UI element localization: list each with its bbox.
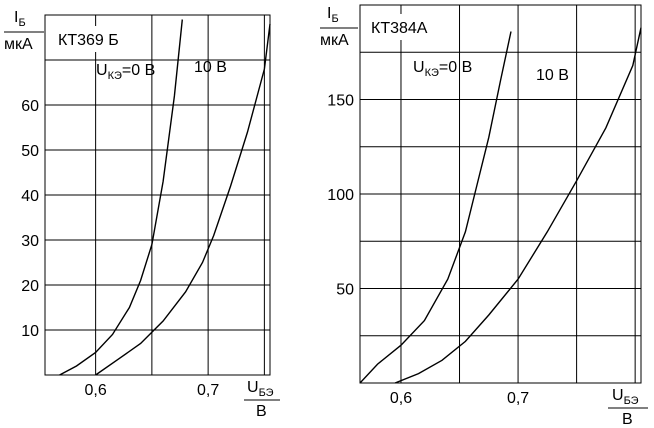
y-tick-label: 30 <box>21 233 39 250</box>
curve-label-uke-0: UКЭ=0 В <box>413 59 472 79</box>
curve-label-uke-0-suffix: =0 В <box>122 62 155 79</box>
x-tick-label: 0,7 <box>507 390 529 407</box>
x-tick-labels: 0,6 0,7 <box>85 382 220 399</box>
x-axis-symbol-letter: U <box>612 387 624 404</box>
x-axis-symbol-letter: U <box>247 379 259 396</box>
curve-label-10v: 10 В <box>536 67 569 84</box>
curve-label-uke-0-suffix: =0 В <box>439 59 472 76</box>
y-tick-labels: 10 20 30 40 50 60 <box>21 98 39 340</box>
y-tick-label: 40 <box>21 188 39 205</box>
x-tick-label: 0,6 <box>85 382 107 399</box>
chart-title: КТ384А <box>371 20 428 37</box>
x-axis-symbol-sub: БЭ <box>259 387 274 399</box>
y-tick-label: 20 <box>21 278 39 295</box>
x-axis-symbol: UБЭ <box>247 379 274 399</box>
grid <box>360 5 641 383</box>
curve-label-uke-0-sub: КЭ <box>108 70 122 82</box>
y-tick-label: 60 <box>21 98 39 115</box>
y-axis-unit: мкА <box>320 32 349 49</box>
y-axis-symbol: IБ <box>327 5 339 25</box>
x-axis-unit: В <box>256 403 267 420</box>
series-line-0 <box>59 19 183 376</box>
series-line-1 <box>95 23 271 376</box>
curve-label-uke-0-sub: КЭ <box>425 67 439 79</box>
curve-label-10v: 10 В <box>194 59 227 76</box>
y-tick-label: 50 <box>336 282 354 299</box>
y-axis-symbol-letter: I <box>327 5 331 22</box>
y-axis-symbol-sub: Б <box>18 17 25 29</box>
series-line-0 <box>359 31 512 384</box>
y-axis-symbol: IБ <box>14 9 26 29</box>
chart-title: КТ369 Б <box>58 32 119 49</box>
curve-label-uke-0-letter: U <box>413 59 425 76</box>
y-tick-label: 150 <box>327 93 354 110</box>
y-axis-symbol-sub: Б <box>331 13 338 25</box>
curve-label-uke-0-letter: U <box>96 62 108 79</box>
x-tick-label: 0,6 <box>390 390 412 407</box>
grid <box>45 15 270 375</box>
y-axis-symbol-letter: I <box>14 9 18 26</box>
title-background <box>50 26 134 52</box>
y-axis-unit: мкА <box>4 36 33 53</box>
curves <box>359 27 642 384</box>
x-tick-label: 0,7 <box>197 382 219 399</box>
x-axis-symbol-sub: БЭ <box>624 395 639 407</box>
curves <box>59 19 271 376</box>
x-tick-labels: 0,6 0,7 <box>390 390 529 407</box>
y-tick-label: 100 <box>327 187 354 204</box>
plot-frame <box>359 4 642 384</box>
title-background <box>364 14 448 40</box>
y-tick-label: 50 <box>21 143 39 160</box>
series-line-1 <box>394 27 642 384</box>
plot-frame <box>44 14 271 376</box>
x-axis-symbol: UБЭ <box>612 387 639 407</box>
x-axis-unit: В <box>622 411 633 428</box>
curve-label-uke-0: UКЭ=0 В <box>96 62 155 82</box>
y-tick-label: 10 <box>21 323 39 340</box>
y-tick-labels: 50 100 150 <box>327 93 354 299</box>
